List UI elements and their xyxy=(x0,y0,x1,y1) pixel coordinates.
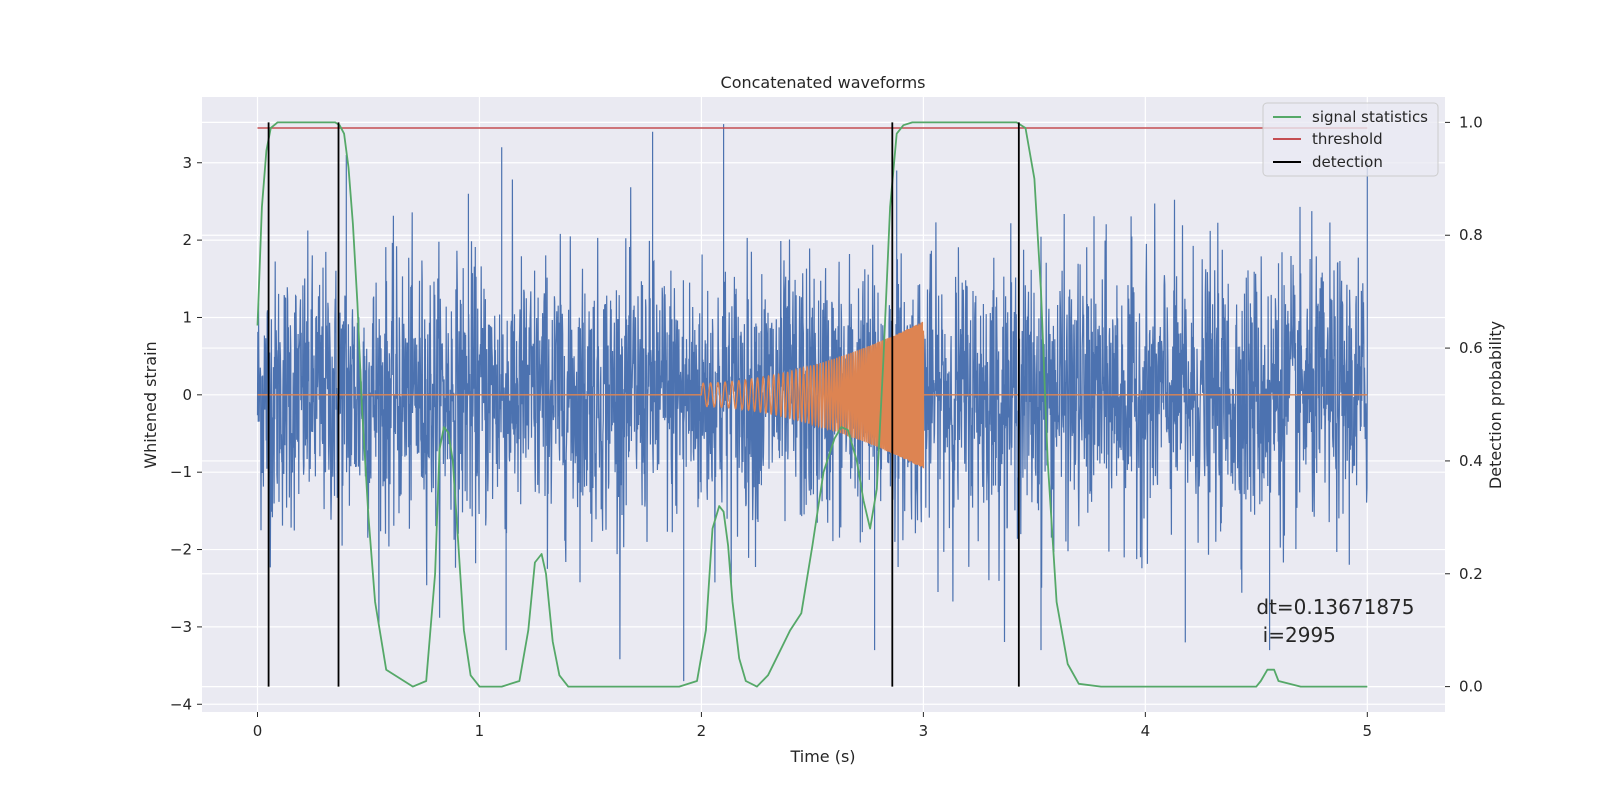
legend-box xyxy=(1262,102,1439,177)
y-left-tick-label: 1 xyxy=(182,308,192,326)
x-tick-label: 3 xyxy=(919,722,929,740)
annotation: dt=0.13671875 i=2995 xyxy=(1256,595,1414,647)
series-layer xyxy=(256,121,1368,688)
x-tick-label: 5 xyxy=(1363,722,1373,740)
series-signal-statistics xyxy=(256,121,1368,688)
y-right-tick-label: 0.0 xyxy=(1459,678,1483,696)
y-ticks-right: 0.0 0.2 0.4 0.6 0.8 1.0 xyxy=(1445,113,1483,696)
series-injected-chirp xyxy=(257,321,1368,469)
y-right-tick-label: 0.8 xyxy=(1459,226,1483,244)
y-left-tick-label: 0 xyxy=(182,386,192,404)
y-left-tick-label: −2 xyxy=(170,541,192,559)
x-tick-label: 1 xyxy=(475,722,485,740)
y-left-tick-label: −4 xyxy=(170,695,192,713)
legend-label-threshold: threshold xyxy=(1312,130,1383,148)
y-right-tick-label: 0.2 xyxy=(1459,565,1483,583)
y-left-tick-label: 3 xyxy=(182,154,192,172)
y-axis-right-label: Detection probability xyxy=(1486,321,1505,489)
y-left-tick-label: 2 xyxy=(182,231,192,249)
legend: signal statistics threshold detection xyxy=(1262,102,1439,177)
chart-title: Concatenated waveforms xyxy=(721,73,926,92)
x-tick-label: 0 xyxy=(253,722,263,740)
x-tick-label: 4 xyxy=(1141,722,1151,740)
y-right-tick-label: 1.0 xyxy=(1459,113,1483,131)
y-right-tick-label: 0.4 xyxy=(1459,452,1483,470)
legend-label-detection: detection xyxy=(1312,153,1383,171)
x-ticks: 0 1 2 3 4 5 xyxy=(253,712,1372,740)
series-whitened-strain xyxy=(256,124,1368,682)
annotation-dt: dt=0.13671875 xyxy=(1256,595,1414,619)
y-left-tick-label: −3 xyxy=(170,618,192,636)
x-tick-label: 2 xyxy=(697,722,707,740)
y-axis-left-label: Whitened strain xyxy=(141,341,160,468)
y-left-tick-label: −1 xyxy=(170,463,192,481)
y-ticks-left: −4 −3 −2 −1 0 1 2 3 xyxy=(170,154,202,713)
x-axis-label: Time (s) xyxy=(789,747,855,766)
y-right-tick-label: 0.6 xyxy=(1459,339,1483,357)
legend-label-signal-statistics: signal statistics xyxy=(1312,108,1428,126)
annotation-i: i=2995 xyxy=(1256,623,1336,647)
